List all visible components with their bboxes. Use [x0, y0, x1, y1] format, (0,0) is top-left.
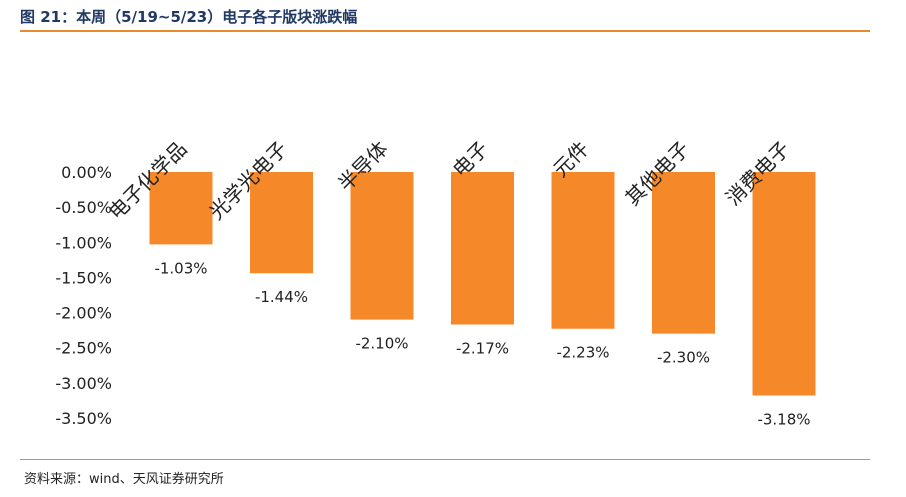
y-tick-label: -1.50% — [55, 268, 112, 287]
bar — [149, 172, 213, 245]
bar — [451, 172, 514, 325]
y-tick-label: -3.50% — [55, 409, 112, 428]
data-label: -2.23% — [556, 344, 609, 362]
footer-divider — [20, 459, 870, 460]
y-tick-label: -1.00% — [55, 233, 112, 252]
bar — [752, 172, 816, 396]
y-tick-label: -3.00% — [55, 374, 112, 393]
data-label: -2.30% — [657, 349, 710, 367]
bar — [551, 172, 615, 329]
y-tick-label: -2.50% — [55, 339, 112, 358]
data-label: -2.10% — [355, 335, 408, 353]
data-label: -3.18% — [757, 411, 810, 429]
data-label: -1.44% — [255, 288, 308, 306]
bar — [350, 172, 414, 320]
bar-series — [149, 172, 816, 396]
source-note: 资料来源：wind、天风证券研究所 — [24, 472, 224, 487]
y-tick-label: 0.00% — [61, 163, 112, 182]
bar-chart: 0.00% -0.50% -1.00% -1.50% -2.00% -2.50% -3.00… — [55, 137, 816, 429]
value-labels: -1.03% -1.44% -2.10% -2.17% -2.23% -2.30% -3.1… — [154, 259, 810, 428]
data-label: -1.03% — [154, 259, 207, 277]
y-tick-label: -0.50% — [55, 198, 112, 217]
title-divider — [20, 30, 870, 32]
chart-title: 图 21：本周（5/19~5/23）电子各子版块涨跌幅 — [20, 8, 358, 26]
bar — [652, 172, 715, 334]
bar — [250, 172, 313, 274]
data-label: -2.17% — [456, 340, 509, 358]
y-tick-label: -2.00% — [55, 304, 112, 323]
y-axis: 0.00% -0.50% -1.00% -1.50% -2.00% -2.50% -3.00… — [55, 163, 112, 428]
